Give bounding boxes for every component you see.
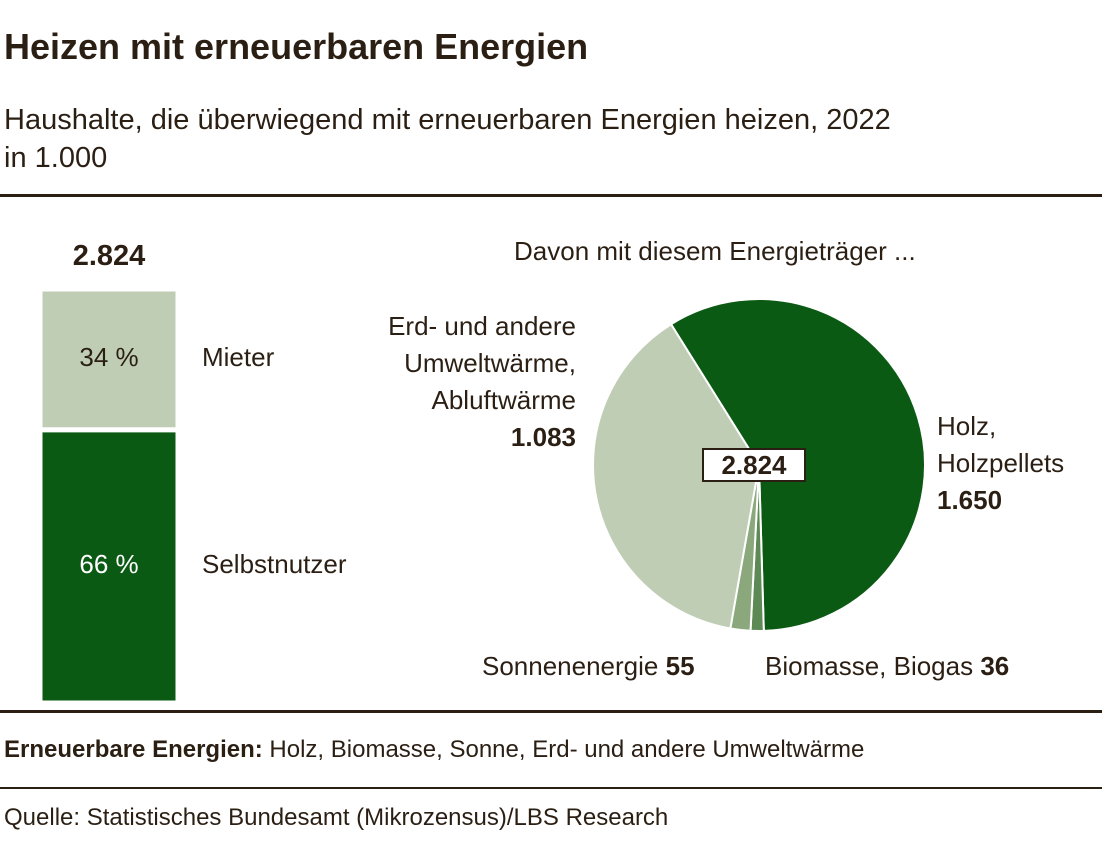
rule xyxy=(0,194,1102,197)
value-label: 1.083 xyxy=(510,422,576,452)
slice-label: Holz, Holzpellets 1.650 xyxy=(937,408,1102,519)
legend-label: Mieter xyxy=(202,342,275,373)
footnote-label: Erneuerbare Energien: xyxy=(4,736,263,763)
value-label: 55 xyxy=(665,651,695,681)
value-label: 34 % xyxy=(79,342,139,373)
subtitle: in 1.000 xyxy=(4,142,108,174)
legend-label: Selbstnutzer xyxy=(202,549,347,580)
center-label: 2.824 xyxy=(702,448,806,482)
rule xyxy=(0,787,1102,789)
value-label: 66 % xyxy=(79,549,139,580)
footnote: Erneuerbare Energien: Holz, Biomasse, So… xyxy=(4,736,864,764)
total-label: 2.824 xyxy=(72,240,146,272)
bar-segment xyxy=(37,286,181,433)
value-label: 36 xyxy=(980,651,1010,681)
title: Heizen mit erneuerbaren Energien xyxy=(4,26,589,67)
subtitle: Haushalte, die überwiegend mit erneuerba… xyxy=(4,104,891,136)
pie-title: Davon mit diesem Energieträger ... xyxy=(514,236,916,266)
slice-label: Erd- und andere Umweltwärme, Abluftwärme… xyxy=(336,308,576,456)
category-label: Holz, Holzpellets xyxy=(937,411,1065,478)
slice-label: Biomasse, Biogas 36 xyxy=(765,648,1009,685)
source: Quelle: Statistisches Bundesamt (Mikroze… xyxy=(4,804,669,831)
category-label: Biomasse, Biogas xyxy=(765,651,974,681)
footnote-text: Holz, Biomasse, Sonne, Erd- und andere U… xyxy=(269,736,865,763)
slice-label: Sonnenenergie 55 xyxy=(482,648,695,685)
category-label: Sonnenenergie xyxy=(482,651,659,681)
category-label: Erd- und andere Umweltwärme, Abluftwärme xyxy=(388,311,576,415)
value-label: 1.650 xyxy=(937,485,1003,515)
pie-slice xyxy=(592,322,761,630)
rule xyxy=(0,710,1102,713)
